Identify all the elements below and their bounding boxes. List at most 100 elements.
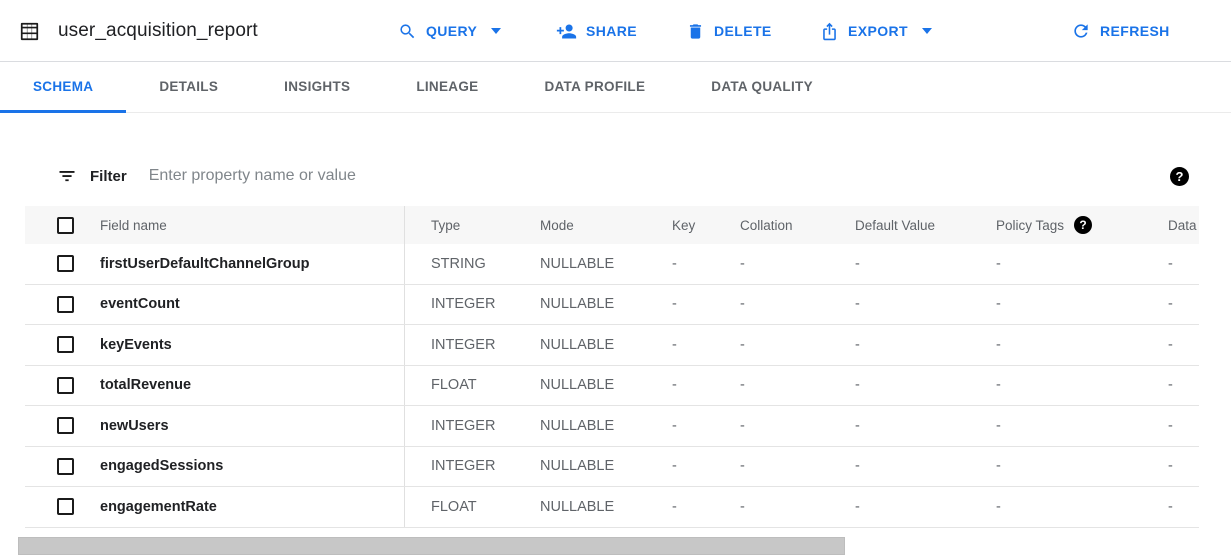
header-cell-field-name: Field name xyxy=(100,217,167,233)
query-button[interactable]: QUERY xyxy=(398,0,502,62)
trash-icon xyxy=(686,22,705,41)
row-checkbox[interactable] xyxy=(57,376,74,394)
chevron-down-icon xyxy=(491,28,502,34)
row-checkbox[interactable] xyxy=(57,417,74,435)
tab-schema-label: SCHEMA xyxy=(33,78,94,94)
field-policy-tags: - xyxy=(996,417,1001,434)
field-collation: - xyxy=(740,377,745,394)
title-group: user_acquisition_report xyxy=(18,0,258,62)
row-checkbox[interactable] xyxy=(57,457,74,475)
tab-details-label: DETAILS xyxy=(159,78,219,94)
policy-tags-help-icon[interactable]: ? xyxy=(1074,216,1093,234)
row-select-cell xyxy=(25,457,100,475)
field-default-value: - xyxy=(855,377,860,394)
share-button-label: SHARE xyxy=(586,23,638,39)
share-button[interactable]: SHARE xyxy=(556,0,637,62)
field-default-value: - xyxy=(855,458,860,475)
field-collation: - xyxy=(740,255,745,272)
row-checkbox[interactable] xyxy=(57,498,74,516)
row-select-cell xyxy=(25,417,100,435)
filter-bar: Filter ? xyxy=(25,159,1189,193)
tab-data-quality[interactable]: DATA QUALITY xyxy=(678,62,846,113)
field-name: firstUserDefaultChannelGroup xyxy=(100,255,310,272)
field-key: - xyxy=(672,255,677,272)
table-row: eventCount INTEGER NULLABLE - - - - - xyxy=(25,284,1199,325)
tab-lineage[interactable]: LINEAGE xyxy=(383,62,511,113)
field-key: - xyxy=(672,417,677,434)
table-row: totalRevenue FLOAT NULLABLE - - - - - xyxy=(25,365,1199,406)
tab-data-quality-label: DATA QUALITY xyxy=(711,78,813,94)
tab-data-profile[interactable]: DATA PROFILE xyxy=(511,62,678,113)
schema-table: Field name Type Mode Key Collation Defau… xyxy=(25,206,1199,528)
horizontal-scrollbar[interactable] xyxy=(18,537,845,555)
tab-insights[interactable]: INSIGHTS xyxy=(251,62,383,113)
field-data: - xyxy=(1168,255,1173,272)
field-type: STRING xyxy=(404,244,514,284)
policy-tags-label: Policy Tags xyxy=(996,217,1065,233)
export-button[interactable]: EXPORT xyxy=(820,0,932,62)
field-mode: NULLABLE xyxy=(540,255,615,272)
field-mode: NULLABLE xyxy=(540,458,615,475)
field-type: INTEGER xyxy=(404,446,514,486)
table-row: firstUserDefaultChannelGroup STRING NULL… xyxy=(25,244,1199,285)
chevron-down-icon xyxy=(921,28,932,34)
field-key: - xyxy=(672,458,677,475)
field-mode: NULLABLE xyxy=(540,336,615,353)
table-row: engagedSessions INTEGER NULLABLE - - - -… xyxy=(25,446,1199,487)
filter-input[interactable] xyxy=(148,167,1170,185)
header-cell-key: Key xyxy=(672,217,696,233)
refresh-button-label: REFRESH xyxy=(1100,23,1170,39)
field-mode: NULLABLE xyxy=(540,498,615,515)
field-data: - xyxy=(1168,498,1173,515)
field-data: - xyxy=(1168,336,1173,353)
field-name: eventCount xyxy=(100,296,180,313)
header-cell-policy-tags: Policy Tags ? xyxy=(970,216,1142,234)
field-collation: - xyxy=(740,417,745,434)
table-grid-icon xyxy=(18,20,41,43)
row-checkbox[interactable] xyxy=(57,255,74,273)
field-collation: - xyxy=(740,336,745,353)
field-key: - xyxy=(672,377,677,394)
person-add-icon xyxy=(556,21,577,42)
header-cell-type: Type xyxy=(404,206,514,244)
field-policy-tags: - xyxy=(996,377,1001,394)
field-collation: - xyxy=(740,498,745,515)
tab-details[interactable]: DETAILS xyxy=(126,62,251,113)
field-type: FLOAT xyxy=(404,365,514,405)
field-data: - xyxy=(1168,296,1173,313)
field-policy-tags: - xyxy=(996,255,1001,272)
field-default-value: - xyxy=(855,336,860,353)
select-all-checkbox[interactable] xyxy=(57,216,74,234)
field-default-value: - xyxy=(855,417,860,434)
header-cell-select-all xyxy=(25,216,100,234)
row-select-cell xyxy=(25,336,100,354)
export-button-label: EXPORT xyxy=(848,23,908,39)
filter-icon xyxy=(57,166,77,186)
tab-lineage-label: LINEAGE xyxy=(416,78,479,94)
field-data: - xyxy=(1168,417,1173,434)
table-row: engagementRate FLOAT NULLABLE - - - - - xyxy=(25,487,1199,528)
field-mode: NULLABLE xyxy=(540,417,615,434)
field-key: - xyxy=(672,296,677,313)
refresh-button[interactable]: REFRESH xyxy=(1071,0,1170,62)
header-cell-data: Data xyxy=(1168,217,1197,233)
upload-icon xyxy=(820,22,839,41)
field-name: engagementRate xyxy=(100,498,217,515)
field-type: INTEGER xyxy=(404,325,514,365)
field-name: engagedSessions xyxy=(100,458,224,475)
tab-schema[interactable]: SCHEMA xyxy=(0,62,127,113)
page-title: user_acquisition_report xyxy=(58,20,258,41)
field-default-value: - xyxy=(855,296,860,313)
field-policy-tags: - xyxy=(996,296,1001,313)
field-policy-tags: - xyxy=(996,498,1001,515)
row-checkbox[interactable] xyxy=(57,295,74,313)
table-row: newUsers INTEGER NULLABLE - - - - - xyxy=(25,406,1199,447)
header-cell-default-value: Default Value xyxy=(855,217,936,233)
field-default-value: - xyxy=(855,498,860,515)
field-policy-tags: - xyxy=(996,336,1001,353)
delete-button[interactable]: DELETE xyxy=(686,0,772,62)
help-icon[interactable]: ? xyxy=(1170,166,1189,186)
field-collation: - xyxy=(740,458,745,475)
row-checkbox[interactable] xyxy=(57,336,74,354)
